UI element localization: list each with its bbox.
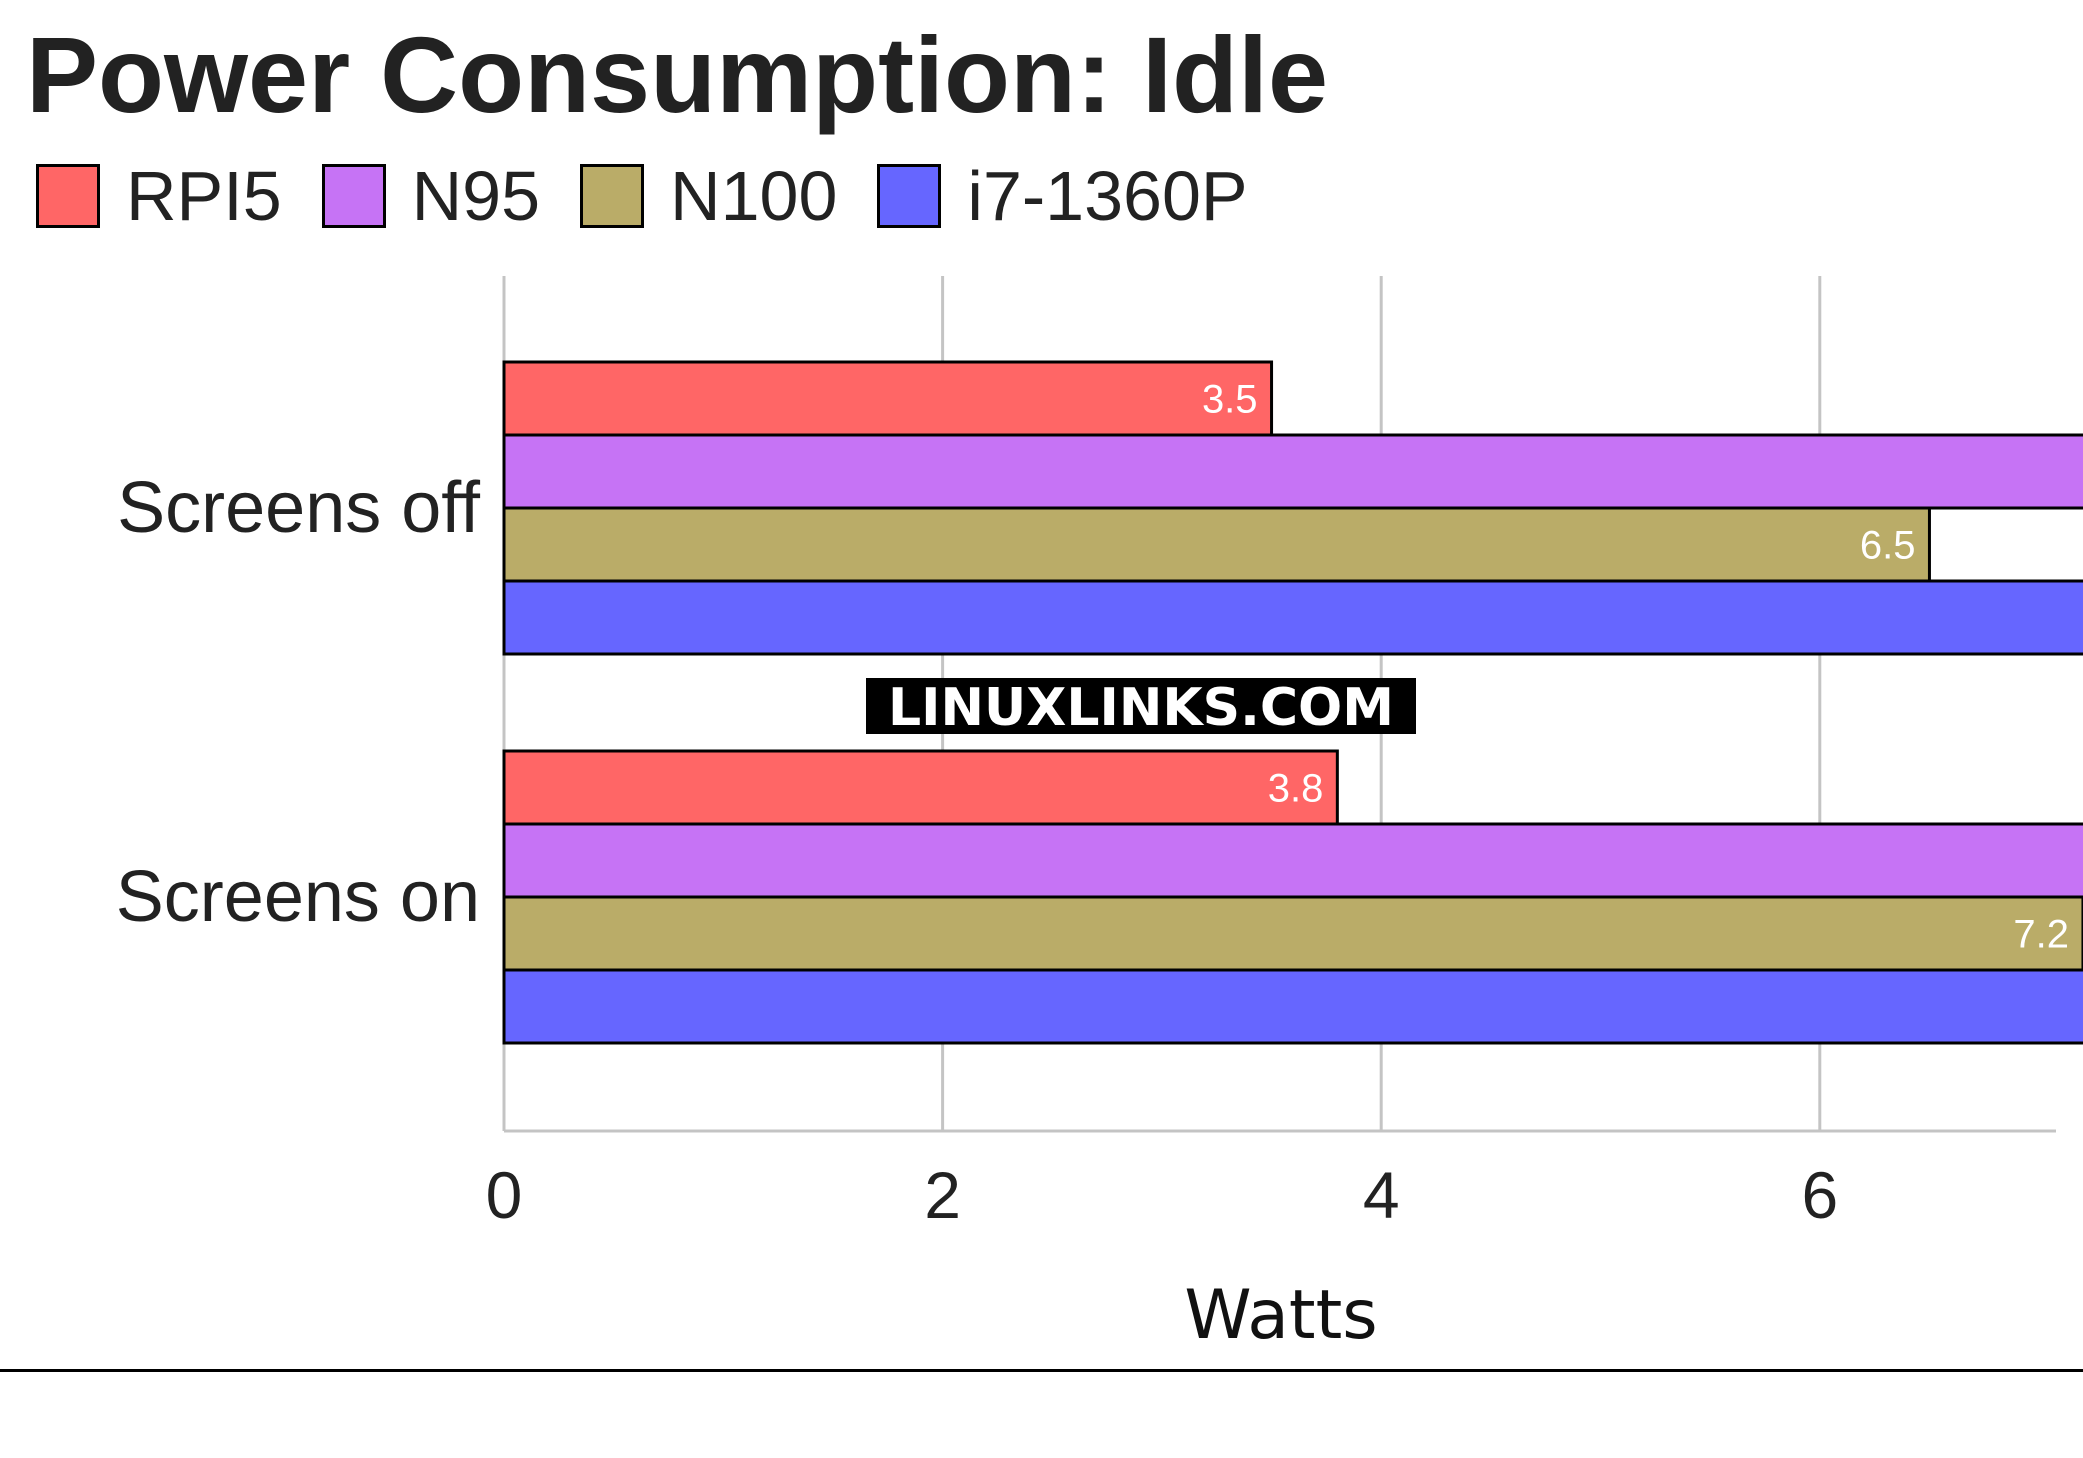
bar <box>502 968 2083 1045</box>
bar <box>502 895 2083 972</box>
legend-swatch <box>877 164 942 228</box>
x-tick-label: 2 <box>924 1158 961 1232</box>
legend-label: N95 <box>411 157 541 235</box>
category-label: Screens on <box>116 857 480 937</box>
chart-title: Power Consumption: Idle <box>26 14 1329 135</box>
legend-item: N95 <box>321 156 541 236</box>
data-label: 3.8 <box>1268 767 1324 811</box>
bar <box>502 360 1274 437</box>
legend-label: RPI5 <box>126 157 282 235</box>
legend-swatch <box>321 164 386 228</box>
bars: 3.57.86.512.73.88.77.213.9 <box>502 360 2083 1045</box>
x-axis-title: Watts <box>1184 1276 1377 1355</box>
legend-item: RPI5 <box>36 156 282 236</box>
bar <box>502 579 2083 656</box>
category-label: Screens off <box>117 468 481 548</box>
bar <box>502 822 2083 899</box>
data-label: 3.5 <box>1202 378 1258 422</box>
legend-item: N100 <box>580 156 837 236</box>
legend-swatch <box>580 164 645 228</box>
watermark-text: LINUXLINKS.COM <box>888 678 1394 738</box>
bar <box>502 506 1931 583</box>
x-tick-label: 6 <box>1801 1158 1838 1232</box>
legend: RPI5 N95 N100 i7-1360P <box>36 156 1288 236</box>
data-label: 6.5 <box>1860 524 1916 568</box>
watermark: LINUXLINKS.COM <box>866 678 1416 738</box>
legend-swatch <box>36 164 100 228</box>
x-tick-label: 4 <box>1363 1158 1400 1232</box>
bar <box>502 749 1339 826</box>
bar <box>502 433 2083 510</box>
legend-label: N100 <box>670 157 838 235</box>
data-label: 7.2 <box>2013 913 2069 957</box>
watermark-background <box>866 678 1416 734</box>
bottom-divider <box>0 1369 2083 1372</box>
legend-label: i7-1360P <box>967 157 1248 235</box>
legend-item: i7-1360P <box>877 156 1248 236</box>
x-tick-label: 0 <box>486 1158 523 1232</box>
